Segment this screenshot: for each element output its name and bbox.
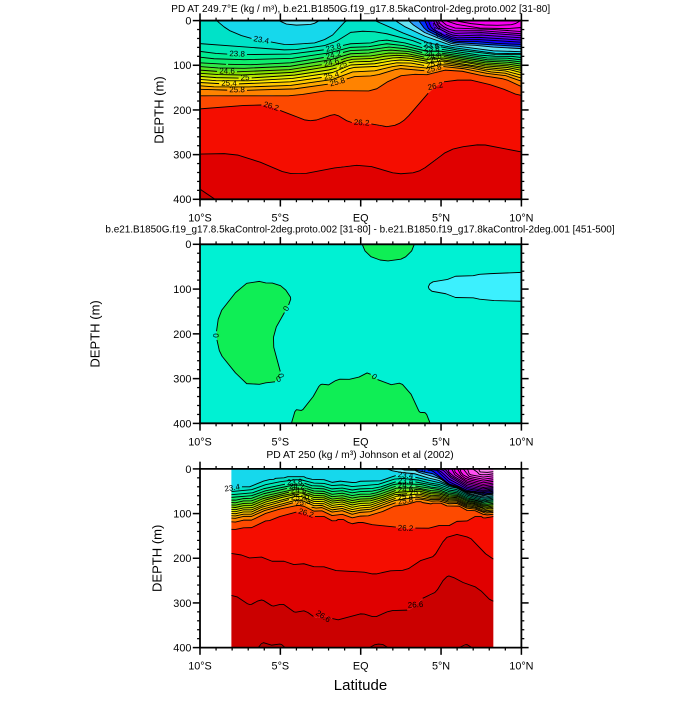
svg-text:24.6: 24.6 xyxy=(291,485,308,495)
svg-text:5°N: 5°N xyxy=(432,436,450,448)
svg-text:25.4: 25.4 xyxy=(425,58,442,70)
svg-text:24.2: 24.2 xyxy=(289,482,305,491)
svg-text:26.2: 26.2 xyxy=(427,80,445,92)
svg-text:26.6: 26.6 xyxy=(407,600,424,610)
svg-text:25: 25 xyxy=(429,55,440,65)
svg-text:25.8: 25.8 xyxy=(294,496,312,508)
svg-text:25: 25 xyxy=(337,59,349,71)
svg-text:10°N: 10°N xyxy=(509,436,533,448)
svg-text:10°N: 10°N xyxy=(509,661,533,673)
svg-text:25.8: 25.8 xyxy=(229,85,245,94)
svg-text:23.4: 23.4 xyxy=(224,482,241,493)
svg-text:EQ: EQ xyxy=(353,661,369,673)
svg-text:23.4: 23.4 xyxy=(253,34,270,46)
svg-text:24.6: 24.6 xyxy=(426,52,443,62)
svg-text:DEPTH (m): DEPTH (m) xyxy=(152,76,167,143)
svg-text:25.4: 25.4 xyxy=(291,493,308,503)
svg-text:26.2: 26.2 xyxy=(354,118,371,128)
svg-text:0: 0 xyxy=(185,16,191,28)
svg-text:25: 25 xyxy=(300,490,312,502)
svg-text:0: 0 xyxy=(185,239,191,251)
svg-text:25: 25 xyxy=(409,488,419,498)
svg-text:400: 400 xyxy=(173,643,191,655)
svg-text:200: 200 xyxy=(173,105,191,117)
svg-text:200: 200 xyxy=(173,329,191,341)
svg-text:0: 0 xyxy=(275,374,283,384)
svg-text:23.8: 23.8 xyxy=(398,477,414,486)
svg-text:0: 0 xyxy=(185,464,191,476)
svg-text:200: 200 xyxy=(173,553,191,565)
svg-text:26.2: 26.2 xyxy=(398,523,415,533)
svg-text:24.6: 24.6 xyxy=(219,67,235,76)
svg-text:0: 0 xyxy=(281,304,291,313)
svg-text:5°S: 5°S xyxy=(272,436,290,448)
svg-text:23.8: 23.8 xyxy=(325,41,343,53)
svg-text:EQ: EQ xyxy=(353,436,369,448)
svg-text:100: 100 xyxy=(173,509,191,521)
svg-text:PD AT 250 (kg / m³) Johnson et: PD AT 250 (kg / m³) Johnson et al (2002) xyxy=(266,450,453,461)
svg-text:0: 0 xyxy=(370,372,380,382)
svg-text:25.8: 25.8 xyxy=(397,495,414,507)
svg-text:Latitude: Latitude xyxy=(334,677,387,694)
svg-text:10°S: 10°S xyxy=(188,212,212,224)
svg-text:24.6: 24.6 xyxy=(323,56,341,68)
svg-text:26.2: 26.2 xyxy=(297,507,315,520)
svg-text:5°S: 5°S xyxy=(272,212,290,224)
svg-text:b.e21.B1850G.f19_g17.8.5kaCont: b.e21.B1850G.f19_g17.8.5kaControl-2deg.p… xyxy=(105,224,614,235)
svg-text:22.6: 22.6 xyxy=(410,463,427,474)
svg-text:300: 300 xyxy=(173,150,191,162)
svg-text:400: 400 xyxy=(173,418,191,430)
svg-text:24.2: 24.2 xyxy=(398,481,414,490)
svg-text:25.4: 25.4 xyxy=(323,69,341,81)
svg-text:100: 100 xyxy=(173,60,191,72)
svg-text:5°S: 5°S xyxy=(272,661,290,673)
svg-text:100: 100 xyxy=(173,284,191,296)
svg-text:10°S: 10°S xyxy=(188,436,212,448)
svg-text:23.8: 23.8 xyxy=(287,477,304,487)
svg-text:400: 400 xyxy=(173,194,191,206)
svg-text:DEPTH (m): DEPTH (m) xyxy=(149,525,164,592)
svg-text:26.2: 26.2 xyxy=(262,100,280,113)
svg-text:300: 300 xyxy=(173,598,191,610)
svg-text:25.8: 25.8 xyxy=(425,62,443,75)
svg-text:24.6: 24.6 xyxy=(398,485,414,494)
svg-text:0: 0 xyxy=(212,333,221,338)
svg-text:25.4: 25.4 xyxy=(221,79,237,88)
svg-text:EQ: EQ xyxy=(353,212,369,224)
svg-text:10°N: 10°N xyxy=(509,212,533,224)
svg-text:5°N: 5°N xyxy=(432,661,450,673)
svg-text:24.2: 24.2 xyxy=(325,49,343,62)
svg-text:23.8: 23.8 xyxy=(424,44,441,54)
svg-text:PD AT 249.7°E (kg / m³), b.e21: PD AT 249.7°E (kg / m³), b.e21.B1850G.f1… xyxy=(171,4,550,15)
svg-text:300: 300 xyxy=(173,374,191,386)
svg-text:25: 25 xyxy=(241,73,251,82)
svg-text:22.2: 22.2 xyxy=(431,21,445,39)
svg-text:23.4: 23.4 xyxy=(397,470,414,481)
svg-text:0: 0 xyxy=(276,373,286,380)
svg-text:23.8: 23.8 xyxy=(229,49,245,59)
svg-text:25.8: 25.8 xyxy=(329,75,347,88)
svg-text:24.2: 24.2 xyxy=(424,49,440,58)
svg-text:DEPTH (m): DEPTH (m) xyxy=(87,300,102,367)
svg-text:25.4: 25.4 xyxy=(397,491,414,502)
svg-text:10°S: 10°S xyxy=(188,661,212,673)
svg-text:23.6: 23.6 xyxy=(423,40,440,51)
svg-text:5°N: 5°N xyxy=(432,212,450,224)
